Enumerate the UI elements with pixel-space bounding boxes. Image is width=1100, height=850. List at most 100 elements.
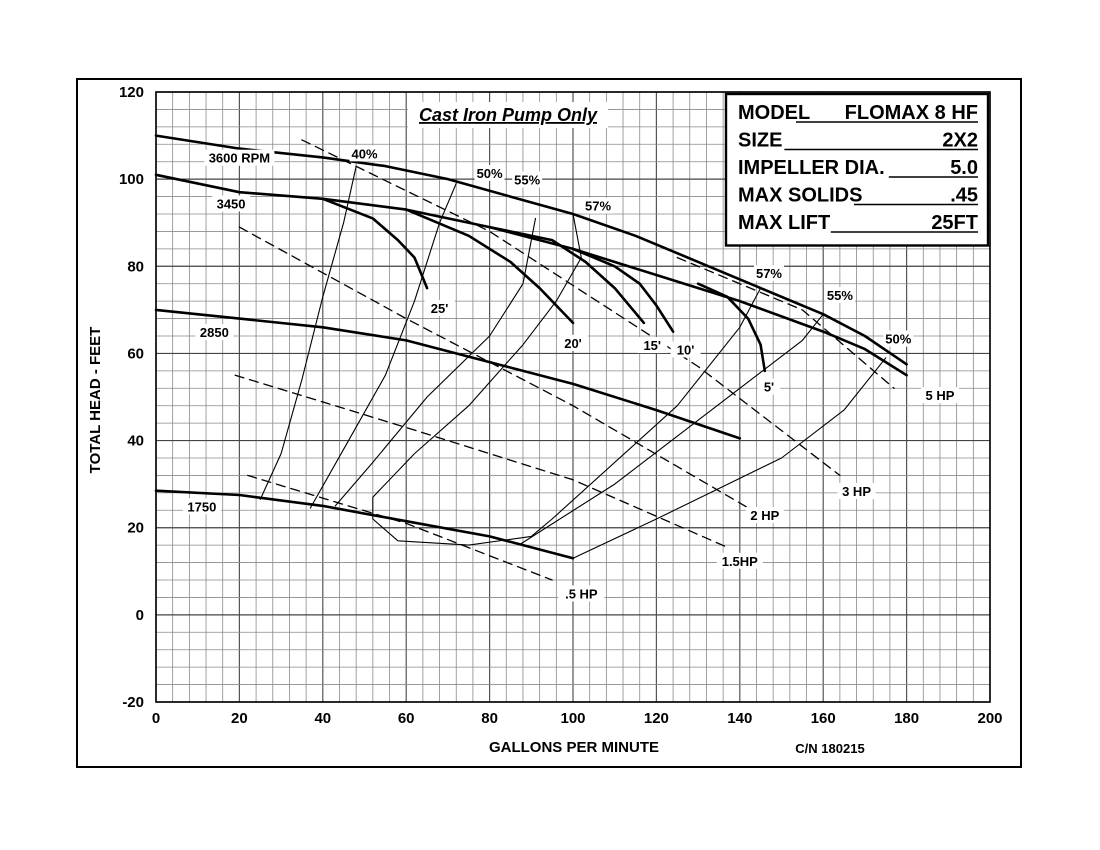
curve-label: 57% bbox=[756, 266, 782, 281]
label-bg bbox=[512, 171, 543, 188]
speed-curve bbox=[154, 173, 908, 377]
label-bg bbox=[424, 300, 455, 317]
efficiency-curve bbox=[259, 165, 357, 500]
y-tick-label: 100 bbox=[119, 171, 144, 188]
x-tick-label: 20 bbox=[231, 710, 248, 727]
x-tick-label: 120 bbox=[644, 710, 669, 727]
y-tick-label: 120 bbox=[119, 84, 144, 101]
curve-label: 15' bbox=[643, 338, 661, 353]
y-tick-label: 60 bbox=[127, 345, 144, 362]
curve-label: 57% bbox=[585, 199, 611, 214]
chart-title: Cast Iron Pump Only bbox=[419, 105, 598, 125]
spec-value: FLOMAX 8 HF bbox=[845, 102, 978, 124]
curve-label: 25' bbox=[431, 301, 449, 316]
y-tick-label: 40 bbox=[127, 433, 144, 450]
label-bg bbox=[558, 334, 588, 351]
label-bg bbox=[558, 585, 605, 602]
lift-curve bbox=[488, 225, 646, 325]
x-tick-label: 160 bbox=[811, 710, 836, 727]
x-tick-label: 100 bbox=[560, 710, 585, 727]
label-bg bbox=[837, 483, 876, 500]
label-bg bbox=[753, 265, 784, 282]
curve-label: 5' bbox=[764, 379, 774, 394]
plot-border bbox=[155, 91, 991, 703]
x-tick-label: 60 bbox=[398, 710, 415, 727]
y-axis-title: TOTAL HEAD - FEET bbox=[87, 327, 104, 474]
curve-label: 40% bbox=[351, 146, 377, 161]
lift-curve bbox=[321, 197, 429, 290]
label-bg bbox=[716, 552, 763, 569]
lift-curve bbox=[696, 282, 767, 373]
speed-curve bbox=[154, 489, 575, 560]
curve-label: 3450 bbox=[217, 196, 246, 211]
speed-curve bbox=[154, 308, 742, 440]
y-tick-label: 0 bbox=[136, 607, 144, 624]
y-tick-label: 80 bbox=[127, 258, 144, 275]
spec-label: MODEL bbox=[738, 102, 810, 124]
spec-label: MAX SOLIDS bbox=[738, 185, 862, 207]
label-bg bbox=[745, 507, 784, 523]
label-bg bbox=[757, 378, 780, 395]
curve-label: 1.5HP bbox=[722, 554, 758, 569]
hp-line bbox=[676, 256, 895, 389]
axis-ticks: 0 20 40 60 80 100 120 140 160 180 200 -20 0 20 40 60 80 1… bbox=[119, 84, 1003, 727]
catalog-number: C/N 180215 bbox=[795, 741, 864, 756]
curve-label: 10' bbox=[677, 342, 695, 357]
efficiency-curve bbox=[334, 217, 537, 507]
curve-label: 2 HP bbox=[750, 508, 779, 523]
lift-curve bbox=[571, 247, 675, 333]
curve-labels: 3600 RPM 3450 2850 1750 40% 50% 55% 57% 57% 55% 50… bbox=[182, 145, 959, 602]
curve-label: 50% bbox=[477, 166, 503, 181]
curve-label: 20' bbox=[564, 336, 582, 351]
hp-line bbox=[301, 139, 841, 477]
label-bg bbox=[920, 387, 959, 404]
label-bg bbox=[883, 330, 914, 347]
spec-value: .45 bbox=[950, 185, 978, 207]
curve-label: 2850 bbox=[200, 325, 229, 340]
hp-line bbox=[234, 374, 728, 548]
spec-label: SIZE bbox=[738, 130, 782, 152]
curve-label: 50% bbox=[885, 332, 911, 347]
spec-value: 25FT bbox=[931, 212, 978, 234]
x-tick-label: 140 bbox=[727, 710, 752, 727]
x-tick-label: 0 bbox=[152, 710, 160, 727]
spec-label: IMPELLER DIA. bbox=[738, 157, 885, 179]
spec-box-border bbox=[724, 92, 990, 247]
label-bg bbox=[212, 195, 251, 212]
label-bg bbox=[474, 164, 505, 181]
title-group: Cast Iron Pump Only bbox=[408, 102, 608, 128]
label-bg bbox=[670, 341, 701, 358]
label-bg bbox=[349, 145, 380, 162]
curve-label: .5 HP bbox=[565, 586, 598, 601]
spec-label: MAX LIFT bbox=[738, 212, 830, 234]
spec-value: 2X2 bbox=[942, 130, 978, 152]
x-tick-label: 40 bbox=[314, 710, 331, 727]
speed-curve bbox=[154, 134, 908, 366]
y-tick-label: -20 bbox=[122, 694, 144, 711]
pump-performance-chart: 0 20 40 60 80 100 120 140 160 180 200 -20 0 20 40 60 80 1… bbox=[87, 84, 1003, 756]
curve-label: 3600 RPM bbox=[209, 151, 270, 166]
label-bg bbox=[824, 286, 855, 303]
curve-label: 55% bbox=[514, 173, 540, 188]
curve-label: 3 HP bbox=[842, 484, 871, 499]
efficiency-curve bbox=[518, 313, 824, 546]
chart-frame: 0 20 40 60 80 100 120 140 160 180 200 -20 0 20 40 60 80 1… bbox=[76, 78, 1022, 768]
curve-label: 55% bbox=[827, 288, 853, 303]
efficiency-curve bbox=[372, 213, 762, 546]
label-bg bbox=[637, 337, 668, 354]
x-tick-label: 180 bbox=[894, 710, 919, 727]
label-bg bbox=[204, 149, 275, 166]
efficiency-curve bbox=[309, 182, 457, 509]
curves bbox=[154, 134, 908, 581]
label-bg bbox=[195, 324, 234, 340]
spec-value: 5.0 bbox=[950, 157, 978, 179]
hp-line bbox=[238, 226, 753, 511]
spec-box: MODEL FLOMAX 8 HF SIZE 2X2 IMPELLER DIA. 5.0 M… bbox=[724, 92, 990, 247]
hp-line bbox=[247, 474, 553, 581]
x-tick-label: 80 bbox=[481, 710, 498, 727]
efficiency-curve bbox=[572, 357, 887, 559]
label-bg bbox=[583, 197, 614, 214]
curve-label: 1750 bbox=[187, 499, 216, 514]
lift-curve bbox=[404, 208, 575, 325]
x-tick-label: 200 bbox=[977, 710, 1002, 727]
